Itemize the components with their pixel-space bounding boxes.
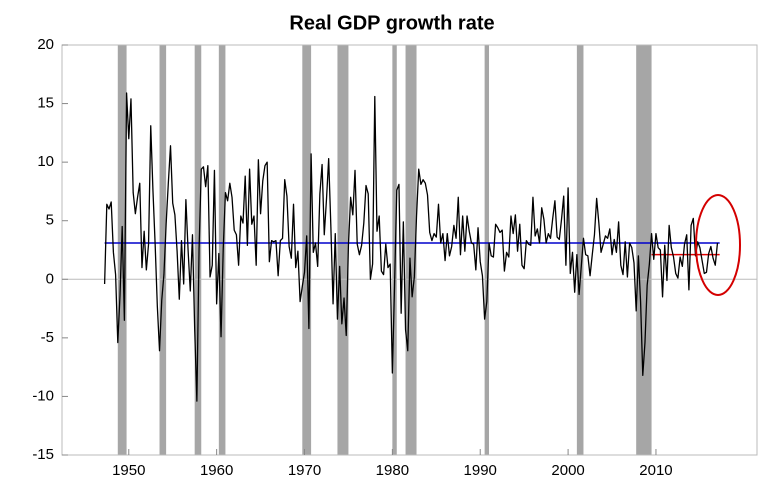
y-tick-label: 15 bbox=[37, 95, 54, 112]
plot-area: -15 -10 -5 0 5 10 15 20 1950 1960 1970 1980 1990 2000… bbox=[32, 36, 758, 479]
plot-frame bbox=[61, 44, 758, 456]
recession-band bbox=[337, 45, 349, 455]
chart-title: Real GDP growth rate bbox=[289, 12, 494, 34]
y-tick-label: 0 bbox=[46, 270, 54, 287]
x-tick-label: 1980 bbox=[376, 462, 409, 479]
x-tick-label: 2010 bbox=[639, 462, 672, 479]
x-tick-label: 2000 bbox=[551, 462, 584, 479]
y-tick-label: 10 bbox=[37, 153, 54, 170]
recession-band bbox=[194, 45, 202, 455]
recession-band bbox=[392, 45, 397, 455]
x-tick-label: 1990 bbox=[464, 462, 497, 479]
x-tick-label: 1960 bbox=[200, 462, 233, 479]
x-tick-label: 1970 bbox=[288, 462, 321, 479]
y-tick-label: 5 bbox=[46, 212, 54, 229]
recession-band bbox=[636, 45, 652, 455]
y-tick-label: 20 bbox=[37, 36, 54, 53]
recession-band bbox=[159, 45, 167, 455]
recession-band bbox=[576, 45, 584, 455]
recession-band bbox=[484, 45, 490, 455]
y-tick-label: -10 bbox=[32, 387, 54, 404]
data-line bbox=[103, 92, 719, 402]
y-tick-label: -15 bbox=[32, 446, 54, 463]
highlight-ellipse bbox=[695, 194, 741, 296]
x-tick-label: 1950 bbox=[112, 462, 145, 479]
recession-band bbox=[405, 45, 417, 455]
recession-band bbox=[218, 45, 226, 455]
y-tick-label: -5 bbox=[41, 329, 54, 346]
